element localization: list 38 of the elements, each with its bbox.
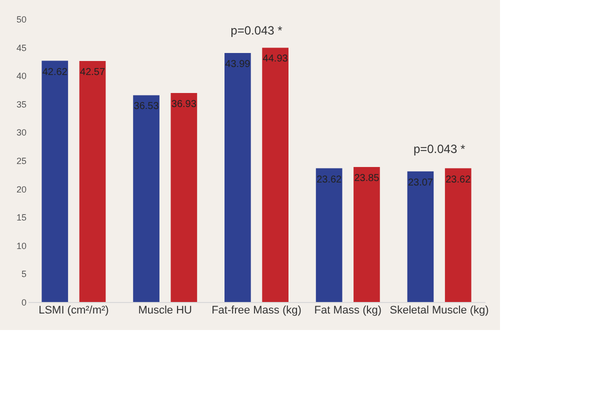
y-tick-label: 0 [21,298,26,308]
y-tick-label: 15 [16,212,26,223]
data-label: 43.99 [225,59,251,70]
bar [444,168,472,302]
data-label: 36.53 [134,101,160,112]
y-tick-label: 40 [16,71,26,82]
data-label: 42.62 [42,66,68,78]
bar [316,168,342,302]
y-tick-label: 45 [16,42,26,53]
data-label: 44.93 [262,54,288,65]
y-tick-label: 35 [16,99,26,110]
data-label: 23.62 [446,174,472,186]
x-tick-label: Skeletal Muscle (kg) [390,304,489,316]
data-label: 42.57 [80,67,106,78]
y-tick-label: 10 [16,240,26,251]
data-label: 23.62 [316,174,342,186]
y-tick-label: 30 [16,128,26,138]
y-tick-label: 20 [16,184,26,194]
bar [224,53,251,302]
bar [262,48,288,302]
bar [133,95,160,302]
data-label: 23.07 [408,177,434,188]
annotation: p=0.043 * [230,23,283,38]
bar [170,92,198,302]
x-tick-label: LSMI (cm²/m²) [38,304,109,316]
x-tick-label: Muscle HU [138,304,192,316]
data-label: 36.93 [171,98,197,110]
bar [354,167,380,302]
bar [79,61,106,302]
x-tick-label: Fat Mass (kg) [314,304,382,316]
y-tick-label: 25 [16,156,26,166]
bar [407,171,434,302]
x-tick-label: Fat-free Mass (kg) [212,304,302,316]
y-tick-label: 5 [21,269,26,280]
data-label: 23.85 [354,173,380,184]
annotation: p=0.043 * [413,142,466,156]
bar [42,60,68,302]
y-tick-label: 50 [16,14,26,24]
